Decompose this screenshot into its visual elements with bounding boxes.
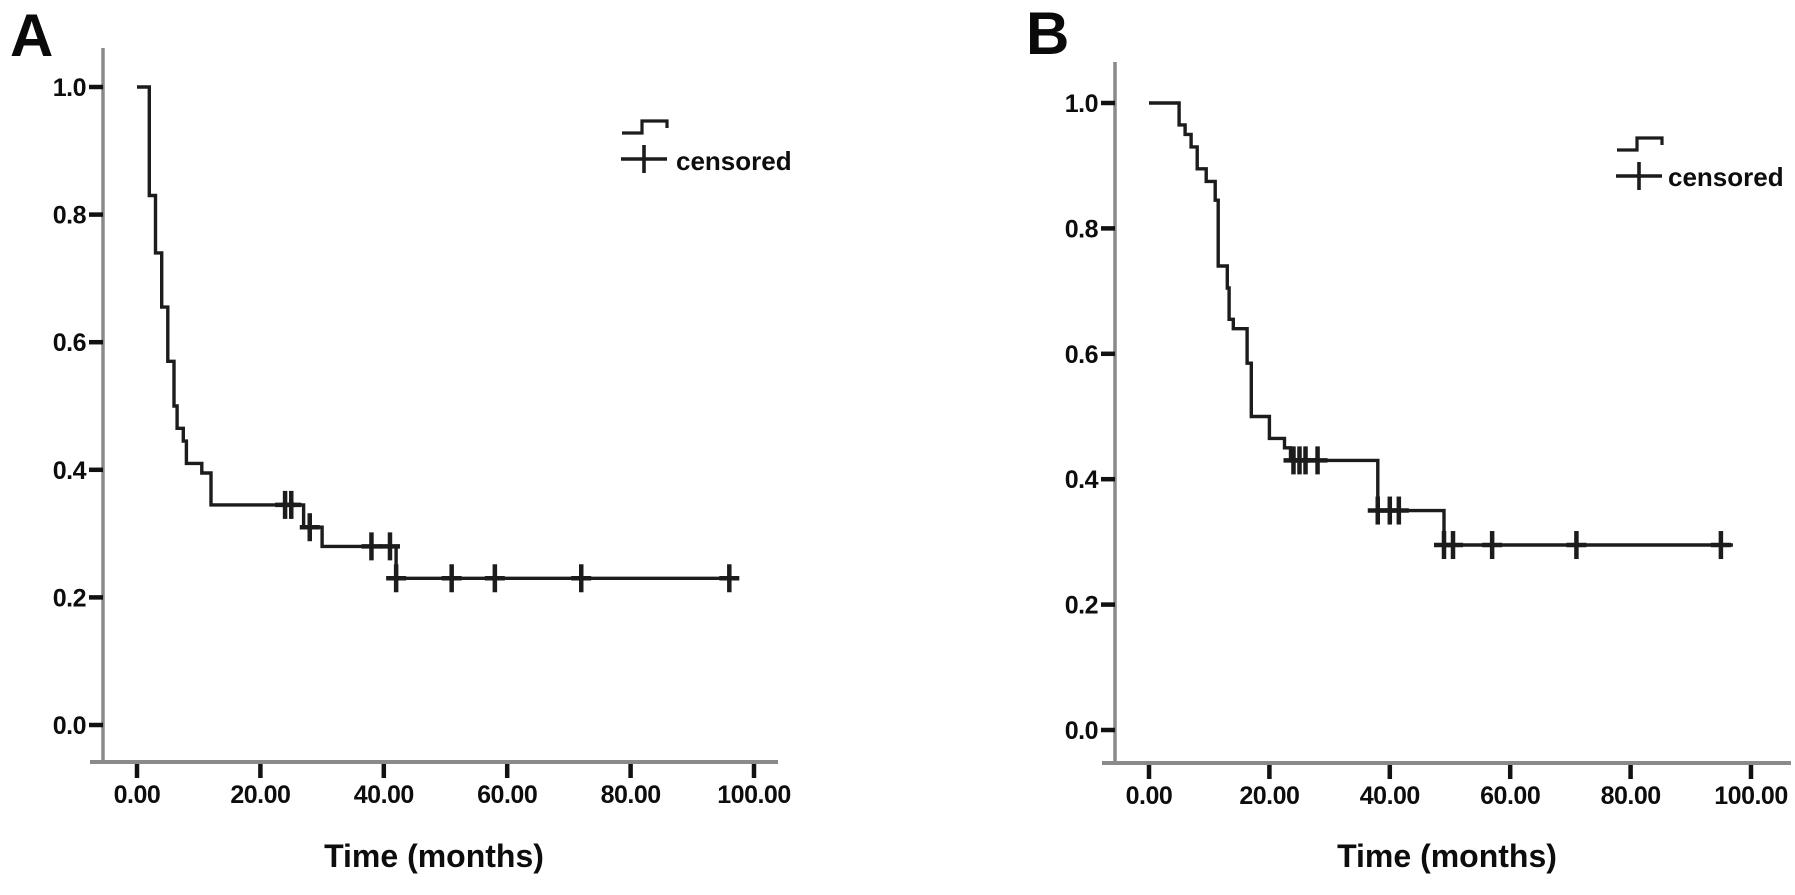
y-tick-label: 0.2 [1065,592,1098,620]
x-tick-label: 60.00 [1480,782,1540,810]
x-tick-label: 80.00 [601,781,661,809]
y-tick-label: 0.8 [1065,215,1099,243]
y-tick-label: 1.0 [1065,90,1098,118]
legend-censored-symbol [1616,162,1662,190]
censored-mark [281,490,302,519]
panel-b-label: B [1026,0,1069,67]
censored-mark [361,532,382,561]
censored-mark [484,564,505,593]
y-tick-label: 0.4 [53,457,87,485]
x-tick-label: 60.00 [477,781,537,809]
x-tick-label: 80.00 [1601,782,1661,810]
x-tick-label: 40.00 [1360,782,1420,810]
x-tick-label: 20.00 [230,781,290,809]
y-tick-label: 0.8 [53,202,87,230]
censored-mark [1482,531,1503,560]
y-tick-label: 1.0 [53,74,86,102]
panel-b-xaxis-title: Time (months) [1337,838,1557,874]
censored-mark [1443,531,1464,560]
panel-b: 0.00 20.00 40.00 60.00 80.00 100.00 0.0 0.2 0.4 0… [1065,62,1791,810]
censored-mark [719,564,740,593]
panel-a-legend-censored-label: censored [676,146,792,176]
censored-mark [379,532,400,561]
panel-a-label: A [10,2,53,69]
x-tick-label: 0.00 [1126,782,1173,810]
panel-b-legend-censored-label: censored [1668,162,1784,192]
censored-mark [1388,496,1409,525]
legend-step-symbol [1617,136,1664,152]
y-tick-label: 0.0 [1065,717,1098,745]
censored-mark [299,513,320,542]
panel-a-xaxis-title: Time (months) [324,838,544,874]
x-tick-label: 0.00 [114,781,161,809]
censored-mark [1307,446,1328,475]
legend-step-symbol [622,119,669,135]
censored-mark [386,564,407,593]
y-tick-label: 0.6 [1065,341,1098,369]
y-tick-label: 0.4 [1065,466,1099,494]
censored-mark [1710,531,1731,560]
panel-a: 0.00 20.00 40.00 60.00 80.00 100.00 0.0 0.2 0.4 0… [53,48,791,809]
y-tick-label: 0.2 [53,584,86,612]
x-tick-label: 20.00 [1239,782,1299,810]
survival-curve [1149,101,1733,547]
censored-mark [1566,531,1587,560]
legend-censored-symbol [621,145,667,173]
x-tick-label: 100.00 [1714,782,1787,810]
y-tick-label: 0.0 [53,712,86,740]
censored-mark [441,564,462,593]
x-tick-label: 40.00 [354,781,414,809]
y-tick-label: 0.6 [53,329,86,357]
censored-mark [571,564,592,593]
x-tick-label: 100.00 [717,781,790,809]
